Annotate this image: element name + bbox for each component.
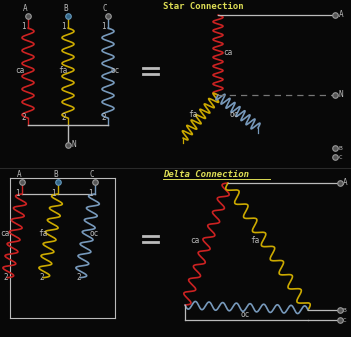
Text: oc: oc: [111, 66, 120, 75]
Text: 2: 2: [3, 273, 8, 282]
Text: fa: fa: [58, 66, 67, 75]
Text: oc: oc: [90, 229, 99, 238]
Text: C: C: [343, 318, 347, 323]
Text: ca: ca: [223, 48, 232, 57]
Text: 1: 1: [15, 189, 20, 198]
Text: 2: 2: [101, 113, 106, 122]
Text: A: A: [339, 10, 344, 19]
Text: oc: oc: [241, 310, 250, 319]
Text: fa: fa: [250, 236, 259, 245]
Text: fa: fa: [39, 229, 48, 238]
Text: B: B: [63, 4, 68, 13]
Text: N: N: [72, 140, 77, 149]
Text: C: C: [90, 170, 95, 179]
Text: Star Connection: Star Connection: [163, 2, 244, 11]
Text: A: A: [17, 170, 22, 179]
Text: 2: 2: [21, 113, 26, 122]
Text: 2: 2: [76, 273, 81, 282]
Text: oc: oc: [230, 110, 239, 119]
Text: ca: ca: [190, 236, 199, 245]
Text: 2: 2: [39, 273, 44, 282]
Text: A: A: [343, 178, 347, 187]
Text: B: B: [53, 170, 58, 179]
Text: B: B: [343, 308, 347, 313]
Text: fa: fa: [188, 110, 197, 119]
Text: 1: 1: [21, 22, 26, 31]
Text: B: B: [339, 146, 343, 151]
Text: N: N: [339, 90, 344, 99]
Text: 1: 1: [101, 22, 106, 31]
Text: 1: 1: [61, 22, 66, 31]
Text: ca: ca: [15, 66, 24, 75]
Text: Delta Connection: Delta Connection: [163, 170, 249, 179]
Text: 1: 1: [88, 189, 93, 198]
Text: ca: ca: [1, 229, 10, 238]
Text: C: C: [339, 155, 343, 160]
Text: C: C: [103, 4, 108, 13]
Text: A: A: [23, 4, 28, 13]
Text: 1: 1: [51, 189, 55, 198]
Text: 2: 2: [61, 113, 66, 122]
